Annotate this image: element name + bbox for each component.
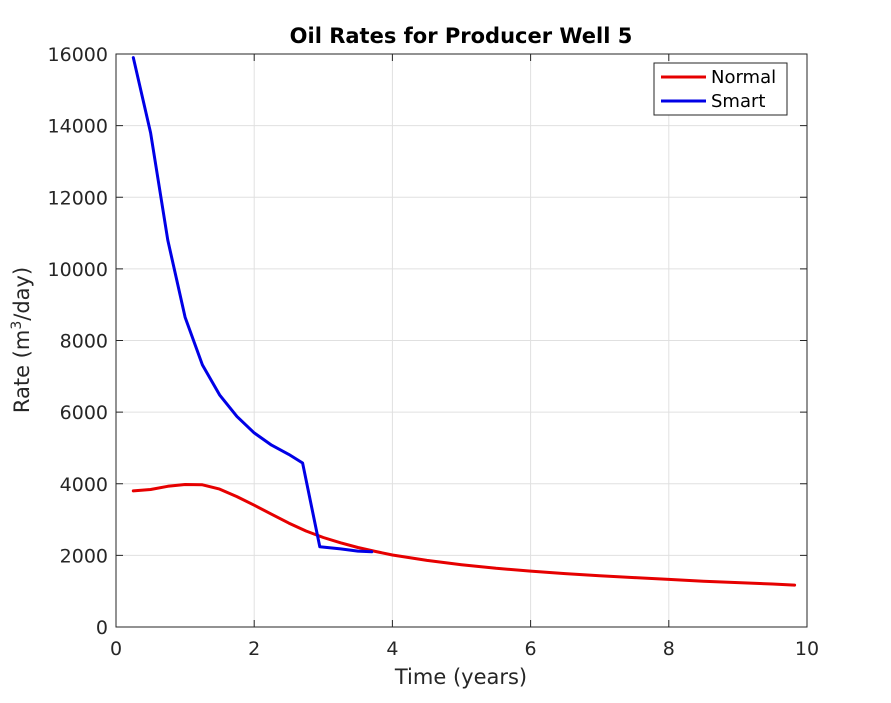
x-tick-label: 0 (110, 638, 122, 660)
series-line-smart (131, 56, 374, 554)
legend-label-normal: Normal (711, 67, 776, 88)
y-tick-label: 2000 (60, 545, 108, 567)
y-tick-label: 12000 (48, 187, 108, 209)
x-tick-label: 8 (663, 638, 675, 660)
series-line-normal (131, 483, 797, 587)
chart-title: Oil Rates for Producer Well 5 (290, 24, 633, 48)
x-tick-label: 4 (386, 638, 398, 660)
x-tick-label: 2 (248, 638, 260, 660)
x-tick-label: 10 (795, 638, 819, 660)
y-tick-label: 8000 (60, 331, 108, 353)
y-tick-label: 14000 (48, 116, 108, 138)
legend: Normal Smart (653, 62, 788, 116)
axis-ticks: 0 2 4 6 8 10 0 2000 4000 6000 8000 10000 12000 14000 1… (48, 44, 820, 660)
legend-label-smart: Smart (711, 91, 765, 112)
y-axis-label-main: Rate (m (10, 330, 34, 413)
x-tick-label: 6 (525, 638, 537, 660)
series-lines (131, 56, 797, 587)
x-axis-label: Time (years) (394, 665, 527, 689)
y-axis-label-sup: 3 (9, 321, 25, 330)
y-tick-label: 6000 (60, 402, 108, 424)
y-tick-label: 0 (96, 617, 108, 639)
y-axis-label: Rate (m3/day) (9, 267, 34, 413)
y-tick-label: 4000 (60, 474, 108, 496)
legend-box (653, 62, 788, 116)
y-tick-label: 10000 (48, 259, 108, 281)
y-axis-label-tail: /day) (10, 267, 34, 321)
y-tick-label: 16000 (48, 44, 108, 66)
